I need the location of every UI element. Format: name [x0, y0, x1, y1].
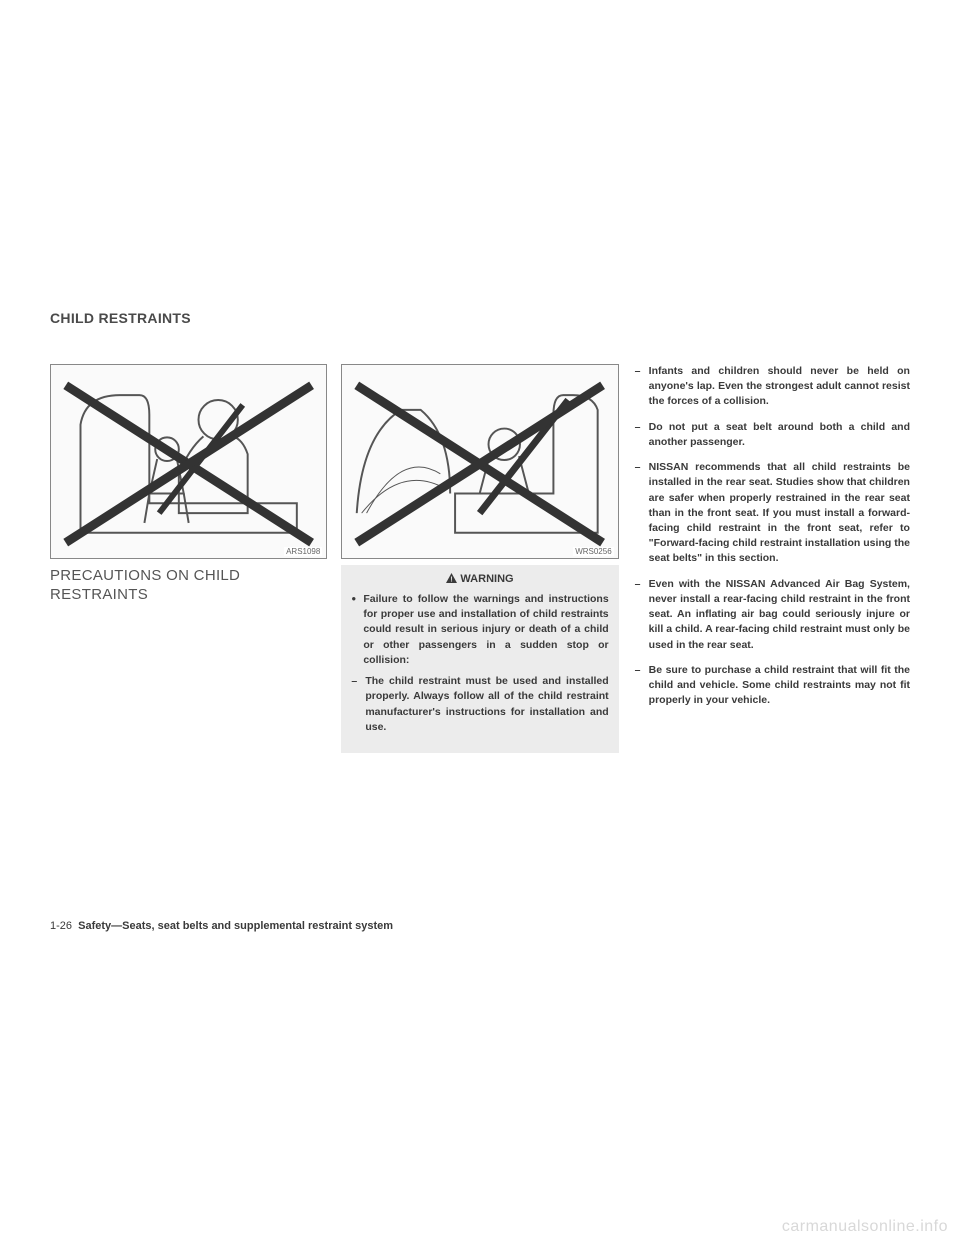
figure-code: ARS1098: [284, 547, 322, 556]
page-footer: 1-26 Safety—Seats, seat belts and supple…: [50, 920, 393, 932]
figure-wrs0256: WRS0256: [341, 364, 618, 559]
subheading-line1: PRECAUTIONS ON CHILD: [50, 567, 240, 584]
figure-code: WRS0256: [573, 547, 613, 556]
col3-dash-item: NISSAN recommends that all child restrai…: [633, 460, 910, 567]
warning-title: ! WARNING: [351, 573, 608, 586]
chapter-title: Safety—Seats, seat belts and supplementa…: [78, 920, 393, 932]
illustration-no-front-seat-icon: [342, 365, 617, 558]
warning-dash-item: The child restraint must be used and ins…: [351, 674, 608, 735]
col3-dash-item: Even with the NISSAN Advanced Air Bag Sy…: [633, 577, 910, 653]
subheading-line2: RESTRAINTS: [50, 586, 148, 603]
illustration-no-lap-child-icon: [51, 365, 326, 558]
warning-bullet-list: Failure to follow the warnings and instr…: [351, 592, 608, 668]
warning-dash-list: The child restraint must be used and ins…: [351, 674, 608, 735]
svg-text:!: !: [451, 577, 453, 584]
subsection-heading: PRECAUTIONS ON CHILD RESTRAINTS: [50, 567, 327, 605]
column-2: WRS0256 ! WARNING Failure to follow the …: [341, 364, 618, 753]
section-header: CHILD RESTRAINTS: [50, 310, 910, 326]
warning-bullet: Failure to follow the warnings and instr…: [351, 592, 608, 668]
col3-dash-item: Be sure to purchase a child restraint th…: [633, 663, 910, 709]
warning-triangle-icon: !: [446, 573, 457, 586]
col3-dash-list: Infants and children should never be hel…: [633, 364, 910, 708]
content-columns: ARS1098 PRECAUTIONS ON CHILD RESTRAINTS: [50, 364, 910, 753]
warning-label: WARNING: [460, 573, 513, 585]
column-3: Infants and children should never be hel…: [633, 364, 910, 753]
figure-ars1098: ARS1098: [50, 364, 327, 559]
page-number: 1-26: [50, 920, 72, 932]
watermark: carmanualsonline.info: [782, 1218, 948, 1236]
column-1: ARS1098 PRECAUTIONS ON CHILD RESTRAINTS: [50, 364, 327, 753]
col3-dash-item: Do not put a seat belt around both a chi…: [633, 420, 910, 450]
warning-box: ! WARNING Failure to follow the warnings…: [341, 565, 618, 753]
col3-dash-item: Infants and children should never be hel…: [633, 364, 910, 410]
